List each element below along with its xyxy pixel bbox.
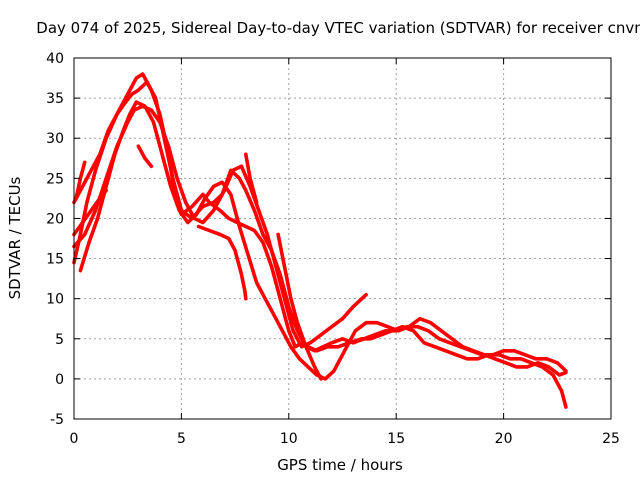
series-track-2	[72, 80, 568, 373]
y-tick-label: 10	[46, 292, 64, 308]
y-tick-label: 40	[46, 51, 64, 67]
y-axis-label: SDTVAR / TECUs	[6, 176, 24, 299]
series-track-7	[74, 160, 87, 201]
x-tick-label: 5	[177, 431, 186, 447]
series-track-4	[78, 100, 568, 381]
series-track-8	[136, 144, 154, 169]
plot-frame	[73, 57, 612, 420]
series-track-10	[276, 232, 323, 381]
y-tick-label: 0	[55, 372, 64, 388]
x-tick-label: 25	[602, 431, 620, 447]
grid	[74, 58, 611, 419]
x-axis-label: GPS time / hours	[277, 456, 403, 474]
series-group	[72, 72, 568, 409]
chart-title: Day 074 of 2025, Sidereal Day-to-day VTE…	[36, 19, 640, 37]
y-tick-label: 5	[55, 332, 64, 348]
series-track-6	[196, 224, 248, 301]
x-tick-label: 10	[280, 431, 298, 447]
y-tick-label: 35	[46, 91, 64, 107]
y-tick-label: 15	[46, 252, 64, 268]
y-tick-label: -5	[50, 412, 64, 428]
x-tick-label: 15	[387, 431, 405, 447]
x-tick-label: 0	[70, 431, 79, 447]
ticks: 0 5 10 15 20 25 -5 0 5 10 15 20 25 30 35 40	[46, 51, 620, 447]
y-tick-label: 30	[46, 131, 64, 147]
series-track-9	[244, 152, 259, 205]
series-track-5	[72, 188, 108, 237]
y-tick-label: 25	[46, 171, 64, 187]
y-tick-label: 20	[46, 211, 64, 227]
x-tick-label: 20	[495, 431, 513, 447]
